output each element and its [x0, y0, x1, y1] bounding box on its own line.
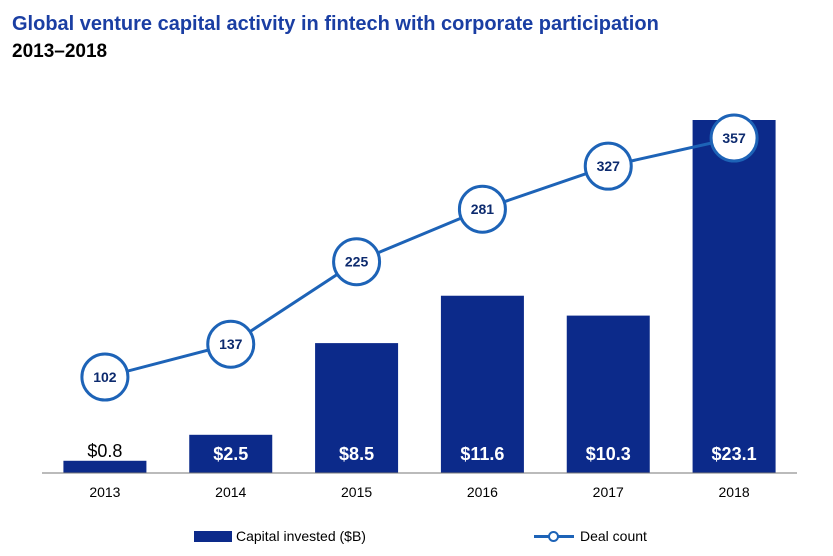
line-layer: 102 137 225 281 327 357 [80, 113, 759, 402]
legend-item-deal-count: Deal count [534, 528, 647, 544]
deal-count-point-2015 [332, 237, 382, 287]
bar-2014 [189, 434, 273, 473]
bar-2018 [692, 120, 776, 473]
deal-count-point-2018 [709, 113, 759, 163]
x-tick-labels: 2013 2014 2015 2016 2017 2018 [89, 484, 750, 500]
deal-count-label-2016: 281 [471, 201, 495, 217]
x-tick-label-2018: 2018 [719, 484, 750, 500]
deal-count-label-2017: 327 [597, 158, 621, 174]
x-tick-label-2013: 2013 [89, 484, 120, 500]
deal-count-point-2017 [583, 141, 633, 191]
chart-subtitle: 2013–2018 [12, 41, 108, 62]
bar-2016 [440, 295, 524, 473]
legend-bar-swatch [194, 530, 232, 542]
deal-count-label-2013: 102 [93, 369, 117, 385]
deal-count-label-2014: 137 [219, 336, 243, 352]
x-tick-label-2014: 2014 [215, 484, 246, 500]
legend-label-deal-count: Deal count [580, 528, 647, 544]
deal-count-label-2015: 225 [345, 254, 369, 270]
bar-value-label-2014: $2.5 [213, 444, 248, 464]
x-tick-label-2017: 2017 [593, 484, 624, 500]
bar-value-label-2013: $0.8 [87, 441, 122, 461]
bar-value-label-2016: $11.6 [460, 444, 504, 464]
bar-value-label-2015: $8.5 [339, 444, 374, 464]
bar-value-label-2018: $23.1 [712, 444, 757, 464]
bar-2013 [63, 460, 147, 473]
legend-item-capital: Capital invested ($B) [194, 528, 366, 544]
legend-label-capital: Capital invested ($B) [236, 528, 366, 544]
bar-value-label-2017: $10.3 [586, 444, 631, 464]
deal-count-point-2014 [206, 319, 256, 369]
bar-2017 [566, 315, 650, 473]
bar-2015 [315, 343, 399, 473]
x-tick-label-2015: 2015 [341, 484, 372, 500]
deal-count-point-2016 [457, 184, 507, 234]
bars-layer: $0.8 $2.5 $8.5 $11.6 $10.3 $23.1 [63, 120, 776, 473]
legend-line-swatch [534, 529, 574, 543]
deal-count-label-2018: 357 [722, 130, 746, 146]
chart-title: Global venture capital activity in finte… [12, 13, 659, 35]
x-tick-label-2016: 2016 [467, 484, 498, 500]
deal-count-point-2013 [80, 352, 130, 402]
